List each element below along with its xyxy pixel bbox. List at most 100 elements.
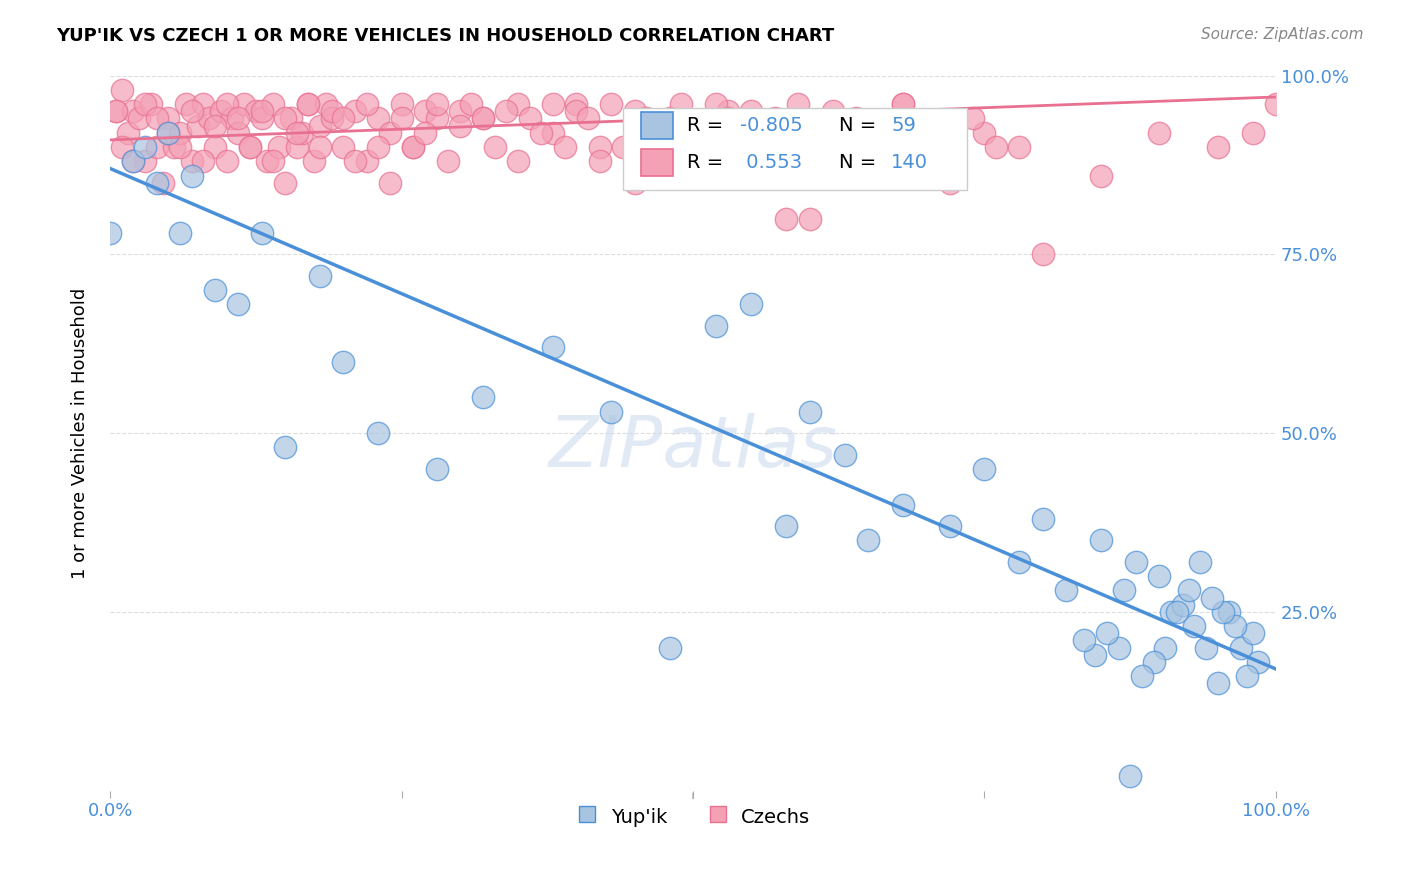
- Point: [1032, 512, 1054, 526]
- Point: [1171, 598, 1194, 612]
- Point: [1206, 140, 1229, 154]
- Point: [636, 112, 658, 126]
- Point: [647, 140, 669, 154]
- Text: 140: 140: [891, 153, 928, 172]
- Point: [682, 140, 704, 154]
- Point: [891, 97, 914, 112]
- Point: [1241, 126, 1264, 140]
- Point: [378, 176, 401, 190]
- Point: [215, 154, 238, 169]
- Point: [274, 441, 297, 455]
- Point: [157, 126, 180, 140]
- Point: [799, 404, 821, 418]
- Point: [145, 112, 167, 126]
- Point: [1236, 669, 1258, 683]
- Point: [799, 211, 821, 226]
- Point: [204, 119, 226, 133]
- Point: [740, 104, 762, 119]
- Point: [589, 140, 612, 154]
- Point: [180, 169, 202, 183]
- Text: N =: N =: [839, 116, 882, 135]
- Point: [356, 154, 378, 169]
- Point: [104, 104, 127, 119]
- Point: [297, 97, 319, 112]
- Text: Source: ZipAtlas.com: Source: ZipAtlas.com: [1201, 27, 1364, 42]
- Point: [1149, 126, 1171, 140]
- Point: [541, 340, 564, 354]
- Point: [856, 126, 879, 140]
- Point: [285, 126, 308, 140]
- Point: [134, 140, 156, 154]
- Point: [233, 97, 256, 112]
- Point: [157, 112, 180, 126]
- Point: [343, 154, 366, 169]
- Point: [1212, 605, 1234, 619]
- Point: [332, 112, 354, 126]
- Text: YUP'IK VS CZECH 1 OR MORE VEHICLES IN HOUSEHOLD CORRELATION CHART: YUP'IK VS CZECH 1 OR MORE VEHICLES IN HO…: [56, 27, 835, 45]
- Point: [1218, 605, 1240, 619]
- Point: [1032, 247, 1054, 261]
- Point: [425, 112, 447, 126]
- Point: [1142, 655, 1164, 669]
- Point: [204, 140, 226, 154]
- Point: [1201, 591, 1223, 605]
- FancyBboxPatch shape: [641, 149, 673, 177]
- Point: [763, 112, 786, 126]
- Point: [938, 519, 960, 533]
- Legend: Yup'ik, Czechs: Yup'ik, Czechs: [568, 798, 818, 835]
- Text: N =: N =: [839, 153, 882, 172]
- Point: [775, 126, 797, 140]
- Point: [1223, 619, 1246, 633]
- Point: [250, 112, 273, 126]
- FancyBboxPatch shape: [641, 112, 673, 139]
- Point: [530, 126, 553, 140]
- Point: [193, 154, 215, 169]
- Point: [554, 140, 576, 154]
- Point: [1247, 655, 1270, 669]
- Point: [315, 97, 337, 112]
- Point: [519, 112, 541, 126]
- Point: [228, 297, 250, 311]
- Point: [239, 140, 262, 154]
- Point: [752, 154, 775, 169]
- Point: [104, 104, 127, 119]
- Point: [122, 154, 145, 169]
- Point: [623, 104, 645, 119]
- Point: [1084, 648, 1107, 662]
- Point: [1095, 626, 1118, 640]
- Point: [1265, 97, 1288, 112]
- Point: [413, 104, 436, 119]
- Point: [449, 104, 471, 119]
- Point: [1166, 605, 1188, 619]
- Point: [262, 97, 284, 112]
- Point: [285, 140, 308, 154]
- Point: [834, 448, 856, 462]
- Point: [1154, 640, 1177, 655]
- Point: [180, 154, 202, 169]
- Point: [139, 97, 162, 112]
- Point: [938, 169, 960, 183]
- Point: [274, 176, 297, 190]
- Point: [174, 97, 197, 112]
- Point: [472, 390, 495, 404]
- Point: [239, 140, 262, 154]
- Point: [658, 640, 681, 655]
- Point: [612, 140, 634, 154]
- Point: [1119, 769, 1142, 783]
- Point: [472, 112, 495, 126]
- Point: [728, 140, 751, 154]
- Point: [891, 97, 914, 112]
- Point: [332, 140, 354, 154]
- Point: [122, 154, 145, 169]
- Point: [221, 112, 243, 126]
- Point: [856, 533, 879, 548]
- Point: [356, 97, 378, 112]
- Point: [484, 140, 506, 154]
- Point: [291, 126, 314, 140]
- Point: [145, 140, 167, 154]
- Point: [541, 126, 564, 140]
- Point: [775, 211, 797, 226]
- Point: [717, 112, 740, 126]
- Point: [309, 268, 332, 283]
- Point: [682, 154, 704, 169]
